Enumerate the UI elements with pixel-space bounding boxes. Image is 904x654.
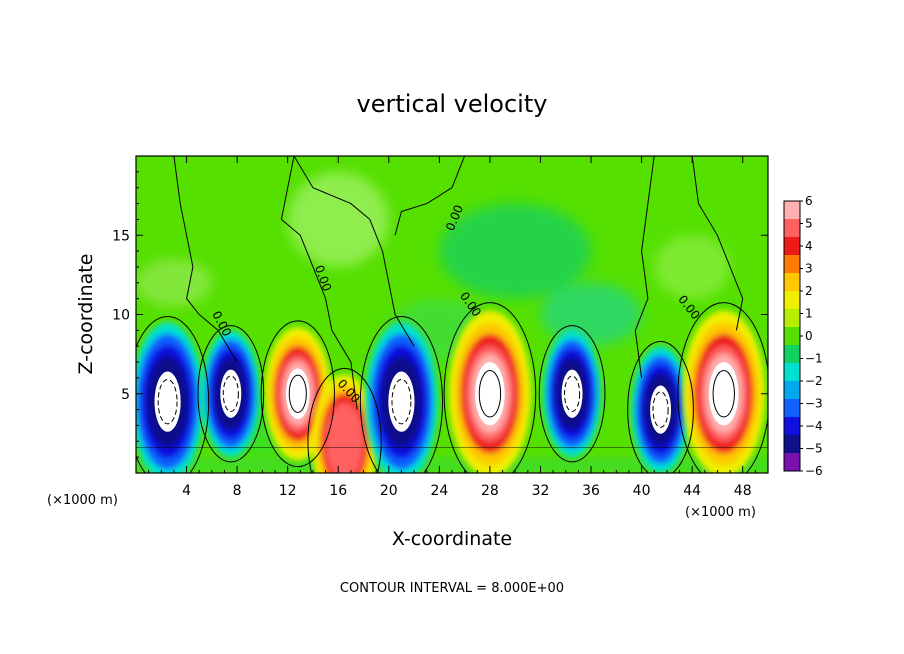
inner-contour [652,391,669,428]
downdraft-cell [201,330,260,458]
x-tick-label: 16 [329,483,347,499]
colorbar-swatch [784,417,800,436]
colorbar-tick-label: 5 [805,217,813,231]
x-tick-label: 48 [734,483,752,499]
colorbar-tick-label: −4 [805,419,823,433]
x-tick-label: 12 [279,483,297,499]
colorbar-swatch [784,453,800,472]
x-axis-title: X-coordinate [392,528,512,550]
colorbar-swatch [784,399,800,418]
downdraft-cell [136,322,204,473]
colorbar-swatch [784,291,800,310]
cell-zero-contour [538,325,606,463]
colorbar-tick-label: 2 [805,284,813,298]
cell-zero-contour [359,316,444,473]
heatmap-layer [136,171,768,473]
colorbar-swatch [784,309,800,328]
colorbar-swatch [784,381,800,400]
zero-contour [394,156,466,236]
y-axis-title: Z-coordinate [75,254,97,375]
cell-halo [311,374,378,473]
x-unit-label-right: (×1000 m) [685,505,756,520]
plot-area: 0.000.000.000.000.00 0.00 [136,156,768,473]
cell-ring [325,402,364,473]
colorbar-swatch [784,363,800,382]
colorbar-swatch [784,327,800,346]
x-unit-label-left: (×1000 m) [47,493,118,508]
cell-zero-contour [260,320,335,468]
background-patch [540,282,642,347]
cell-zero-contour [136,316,210,473]
x-tick-label: 8 [233,483,242,499]
colorbar-swatch [784,435,800,454]
y-axis: 5 10 15 [112,171,768,458]
colorbar-tick-label: 4 [805,239,813,253]
colorbar-tick-label: 1 [805,307,813,321]
zero-contour [280,156,358,410]
colorbar-tick-label: −5 [805,442,823,456]
inner-contour [222,375,239,413]
colorbar-swatch [784,273,800,292]
colorbar: 6 5 4 3 2 1 0 −1 −2 −3 −4 −5 −6 [783,194,823,478]
x-tick-label: 28 [481,483,499,499]
contour-interval-label: CONTOUR INTERVAL = 8.000E+00 [340,581,564,596]
downdraft-cell [631,346,690,473]
cell-zero-contour [677,302,768,473]
zero-contour [173,156,238,363]
inner-contour [288,374,307,413]
x-tick-label: 44 [683,483,701,499]
downdraft-cell [543,330,602,458]
colorbar-tick-label: −2 [805,374,823,388]
background-patch [654,235,731,299]
inner-contour [478,369,502,418]
lower-band [136,457,768,473]
x-tick-label: 24 [430,483,448,499]
zero-contour [691,156,744,331]
colorbar-tick-label: 3 [805,262,813,276]
colorbar-tick-label: −1 [805,352,823,366]
lower-band-strip [136,457,768,473]
background-patch [287,171,389,267]
x-tick-label: 40 [633,483,651,499]
inner-contour [391,378,412,425]
x-tick-label: 4 [182,483,191,499]
chart-title: vertical velocity [357,90,548,118]
updraft-cell [448,310,531,473]
colorbar-tick-label: −6 [805,464,823,478]
colorbar-swatch [784,237,800,256]
inner-contour [564,375,581,413]
x-axis: 4 8 12 16 20 24 28 32 36 40 44 48 [148,156,756,499]
cell-zero-contour [443,302,537,473]
background-patch [136,259,212,307]
downdraft-cell [365,322,438,473]
colorbar-swatch [784,201,800,220]
cell-zero-contour [627,340,694,473]
y-tick-label: 10 [112,308,130,324]
colorbar-tick-label: 6 [805,194,813,208]
colorbar-tick-label: −3 [805,397,823,411]
colorbar-swatch [784,219,800,238]
cell-zero-contour [307,367,382,473]
inner-contour [157,378,178,425]
background-patch [439,203,592,299]
colorbar-tick-label: 0 [805,329,813,343]
y-tick-label: 15 [112,228,130,244]
y-tick-label: 5 [121,387,130,403]
updraft-cell [682,310,765,473]
inner-contour [712,369,735,418]
cell-zero-contour [197,325,265,463]
colorbar-swatch [784,345,800,364]
updraft-cell [311,374,378,473]
zero-contour [293,156,415,347]
x-tick-label: 20 [380,483,398,499]
colorbar-swatch [784,255,800,274]
zero-contour [634,156,655,378]
x-tick-label: 32 [532,483,550,499]
x-tick-label: 36 [582,483,600,499]
